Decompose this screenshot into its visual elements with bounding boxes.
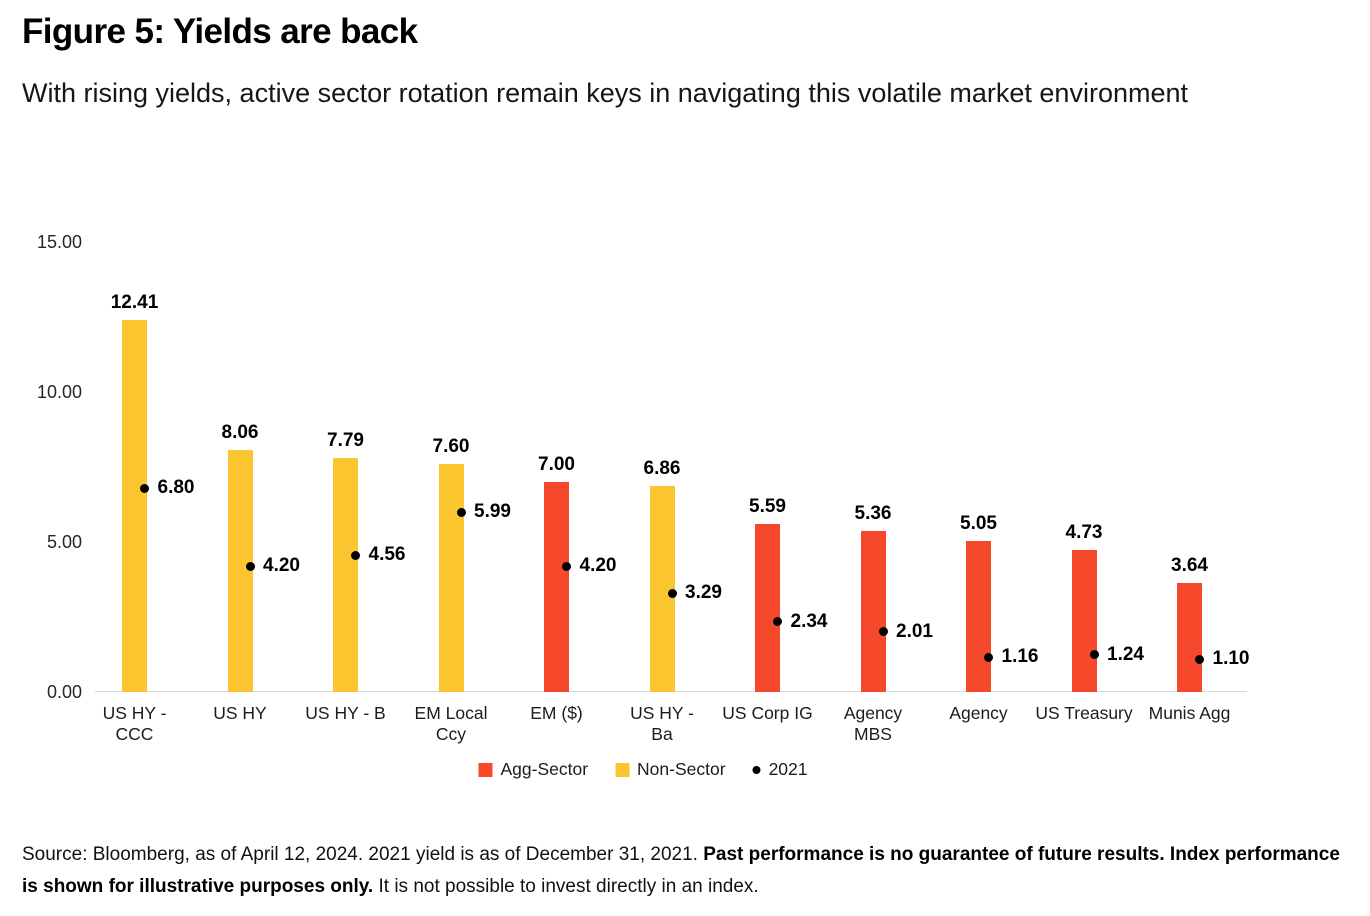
category-label-line: US HY -	[102, 703, 167, 723]
y-tick-label: 15.00	[36, 232, 82, 252]
category-label-line: EM ($)	[530, 703, 583, 723]
bar-agg-sector	[860, 531, 886, 692]
category-label: US HY - Ba	[605, 703, 719, 745]
chart-legend: Agg-Sector Non-Sector 2021	[478, 759, 808, 780]
category-label: US HY - B	[289, 703, 403, 724]
category-label-line: CCC	[115, 724, 154, 744]
category-label: EM Local Ccy	[394, 703, 508, 745]
dot-2021-label: 4.20	[579, 555, 617, 576]
dot-2021-label: 2.01	[896, 620, 933, 642]
legend-square-marker-icon	[478, 762, 493, 777]
dot-2021-label: 4.56	[368, 544, 406, 566]
source-text-1: Source: Bloomberg, as of April 12, 2024.…	[22, 844, 704, 865]
dot-2021-label: 1.24	[1107, 643, 1144, 665]
dot-2021	[984, 652, 993, 662]
dot-2021-label: 4.20	[263, 555, 300, 576]
dot-2021	[773, 617, 782, 627]
dot-2021-label: 6.80	[157, 477, 195, 498]
dot-2021	[1195, 654, 1204, 664]
bar-value-label: 5.59	[749, 496, 786, 518]
bar-agg-sector	[1071, 550, 1097, 692]
category-label-line: Munis Agg	[1148, 703, 1231, 723]
figure-subtitle: With rising yields, active sector rotati…	[22, 78, 1188, 108]
category-label-line: EM Local	[414, 703, 488, 723]
bar-agg-sector	[1177, 582, 1202, 692]
category-label-line: MBS	[854, 724, 892, 744]
category-label-line: US Corp IG	[722, 703, 813, 723]
bar-value-label: 8.06	[221, 422, 259, 444]
bar-non-sector	[438, 464, 464, 692]
legend-item-agg-sector: Agg-Sector	[478, 759, 589, 780]
dot-2021	[562, 561, 571, 571]
category-label-line: Agency	[843, 703, 903, 723]
bar-value-label: 7.79	[327, 430, 364, 452]
category-label: Munis Agg	[1133, 703, 1247, 724]
category-label: Agency	[922, 703, 1036, 724]
dot-2021-label: 1.16	[1001, 646, 1039, 668]
dot-2021	[878, 627, 888, 637]
category-label: US Corp IG	[711, 703, 825, 724]
y-tick-label: 0.00	[46, 682, 82, 702]
legend-square-marker-icon	[615, 762, 630, 777]
category-label-line: US HY	[213, 703, 267, 723]
legend-label: 2021	[768, 759, 808, 779]
source-note: Source: Bloomberg, as of April 12, 2024.…	[22, 839, 1354, 903]
figure-title: Figure 5: Yields are back	[22, 12, 418, 51]
bar-value-label: 6.86	[643, 458, 681, 480]
dot-2021	[140, 483, 149, 493]
bar-value-label: 5.36	[854, 503, 892, 525]
bar-value-label: 7.60	[432, 436, 470, 457]
bar-non-sector	[227, 450, 253, 692]
category-label-line: US Treasury	[1035, 703, 1133, 723]
bar-agg-sector	[755, 524, 780, 692]
dot-2021	[351, 550, 360, 560]
legend-label: Agg-Sector	[500, 759, 589, 779]
category-label: US Treasury	[1027, 703, 1141, 724]
category-label-line: Agency	[949, 703, 1008, 723]
y-tick-label: 5.00	[46, 532, 82, 552]
dot-2021-label: 5.99	[474, 501, 511, 523]
source-text-2: It is not possible to invest directly in…	[373, 876, 759, 897]
dot-2021	[245, 561, 255, 571]
dot-2021	[456, 507, 466, 517]
category-label: US HY	[183, 703, 297, 724]
dot-2021-label: 3.29	[685, 582, 722, 604]
bar-non-sector	[122, 319, 147, 692]
legend-label: Non-Sector	[637, 759, 726, 779]
category-label: EM ($)	[500, 703, 614, 724]
dot-2021	[1089, 650, 1099, 660]
bar-value-label: 5.05	[960, 512, 997, 534]
source-text-bold: Past performance is no guarantee of futu…	[22, 844, 1340, 897]
dot-2021	[667, 588, 677, 598]
dot-2021-label: 2.34	[790, 610, 828, 632]
category-label-line: US HY - B	[305, 703, 386, 723]
category-label: Agency MBS	[816, 703, 930, 745]
legend-item-non-sector: Non-Sector	[615, 759, 726, 780]
bar-value-label: 12.41	[110, 291, 159, 313]
category-label: US HY - CCC	[78, 703, 192, 745]
category-label-line: US HY -	[630, 703, 694, 723]
legend-item-2021: 2021	[752, 759, 808, 780]
bar-agg-sector	[966, 540, 991, 692]
legend-dot-marker-icon	[752, 765, 761, 774]
dot-2021-label: 1.10	[1212, 648, 1250, 669]
category-label-line: Ccy	[435, 724, 467, 744]
bar-agg-sector	[544, 482, 569, 692]
y-tick-label: 10.00	[36, 382, 82, 402]
bar-non-sector	[333, 458, 358, 692]
category-label-line: Ba	[651, 724, 673, 744]
bar-value-label: 3.64	[1171, 554, 1208, 576]
bar-value-label: 4.73	[1065, 522, 1103, 544]
bar-value-label: 7.00	[538, 454, 575, 475]
